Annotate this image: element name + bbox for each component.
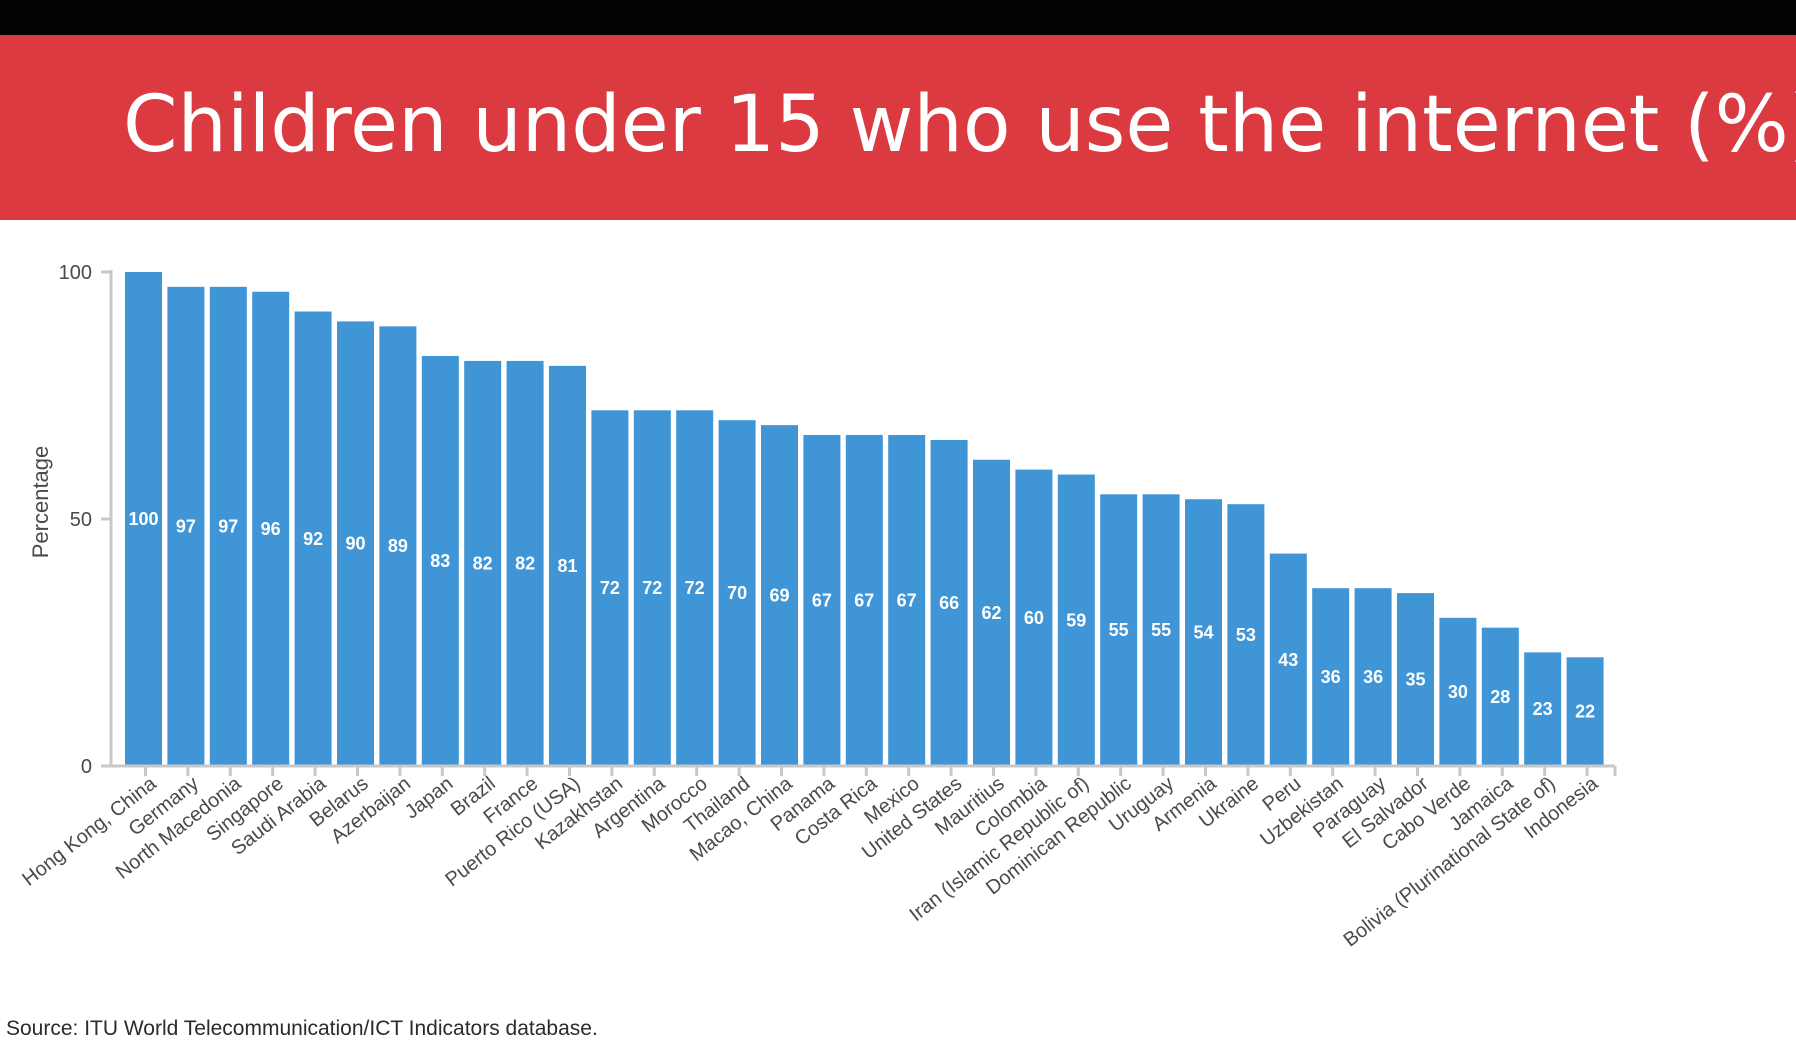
bar — [506, 360, 544, 766]
bar-value-label: 67 — [812, 591, 832, 611]
source-note: Source: ITU World Telecommunication/ICT … — [6, 1017, 598, 1040]
bar — [1015, 469, 1053, 766]
bar — [930, 439, 968, 766]
bar — [252, 291, 290, 766]
bar-value-label: 70 — [727, 583, 747, 603]
bar — [1566, 657, 1604, 766]
bar-value-label: 54 — [1193, 623, 1213, 643]
y-tick-label: 50 — [70, 509, 92, 531]
y-tick-label: 0 — [81, 756, 92, 778]
bar — [167, 286, 205, 766]
bar — [803, 435, 841, 766]
bar-value-label: 22 — [1575, 702, 1595, 722]
bar — [1397, 593, 1434, 766]
bar — [1312, 588, 1350, 766]
category-label: Japan — [401, 773, 457, 824]
bar-value-label: 67 — [897, 591, 917, 611]
bar-value-label: 43 — [1278, 650, 1298, 670]
title-banner — [0, 35, 1796, 220]
bar — [1185, 499, 1222, 766]
bar — [676, 410, 714, 766]
bar-value-label: 67 — [854, 591, 874, 611]
bar-value-label: 92 — [303, 529, 323, 549]
x-axis — [111, 764, 1617, 776]
bar-value-label: 62 — [981, 603, 1001, 623]
bar-value-label: 23 — [1533, 699, 1553, 719]
bar — [973, 459, 1010, 766]
bar-value-label: 72 — [600, 578, 620, 598]
bar — [1481, 627, 1519, 766]
bar — [1057, 474, 1095, 766]
bar-value-label: 55 — [1151, 620, 1171, 640]
bar — [1524, 652, 1562, 766]
bar — [125, 272, 162, 766]
bar — [1142, 494, 1180, 766]
bar — [1439, 617, 1477, 766]
bar — [633, 410, 671, 766]
bar — [888, 435, 926, 766]
bar — [464, 360, 502, 766]
bar-value-label: 97 — [218, 516, 238, 536]
bar-value-label: 36 — [1363, 667, 1383, 687]
bar-chart: 0 50 100 100 97 97 96 92 90 89 83 82 82 81 72 72 72 70 69… — [18, 262, 1617, 951]
bar-value-label: 36 — [1321, 667, 1341, 687]
bar — [845, 435, 883, 766]
bar — [1100, 494, 1138, 766]
y-axis-title: Percentage — [28, 446, 53, 559]
bar-value-label: 97 — [176, 516, 196, 536]
bar-value-label: 30 — [1448, 682, 1468, 702]
bar — [591, 410, 629, 766]
bar-value-label: 89 — [388, 536, 408, 556]
bar — [337, 321, 374, 766]
bar-value-label: 66 — [939, 593, 959, 613]
bar-value-label: 81 — [557, 556, 577, 576]
bar — [1269, 553, 1307, 766]
y-tick-label: 100 — [59, 262, 92, 284]
bar-value-label: 100 — [128, 509, 158, 529]
bar — [421, 355, 459, 766]
bar-value-label: 90 — [345, 534, 365, 554]
bar-value-label: 59 — [1066, 610, 1086, 630]
top-black-bar — [0, 0, 1796, 35]
slide-title: Children under 15 who use the internet (… — [123, 80, 1796, 170]
bar — [1354, 588, 1392, 766]
bar-value-label: 72 — [685, 578, 705, 598]
bar-value-label: 96 — [261, 519, 281, 539]
bar — [549, 365, 586, 766]
bar — [718, 420, 756, 766]
bar-value-label: 82 — [515, 553, 535, 573]
bar-value-label: 28 — [1490, 687, 1510, 707]
bar-value-label: 35 — [1405, 670, 1425, 690]
bar — [209, 286, 247, 766]
bar — [761, 425, 798, 766]
y-axis: 0 50 100 — [59, 262, 113, 778]
bar — [1227, 504, 1265, 766]
bar-value-label: 55 — [1109, 620, 1129, 640]
bar-value-label: 69 — [769, 586, 789, 606]
bar-value-label: 82 — [473, 553, 493, 573]
bar-value-label: 83 — [430, 551, 450, 571]
bar — [379, 326, 417, 766]
bar-value-label: 60 — [1024, 608, 1044, 628]
bar-value-label: 53 — [1236, 625, 1256, 645]
bar-value-label: 72 — [642, 578, 662, 598]
bar — [294, 311, 332, 766]
bars-group: 100 97 97 96 92 90 89 83 82 82 81 72 72 72 70 69 67 67 67 6… — [125, 272, 1604, 766]
